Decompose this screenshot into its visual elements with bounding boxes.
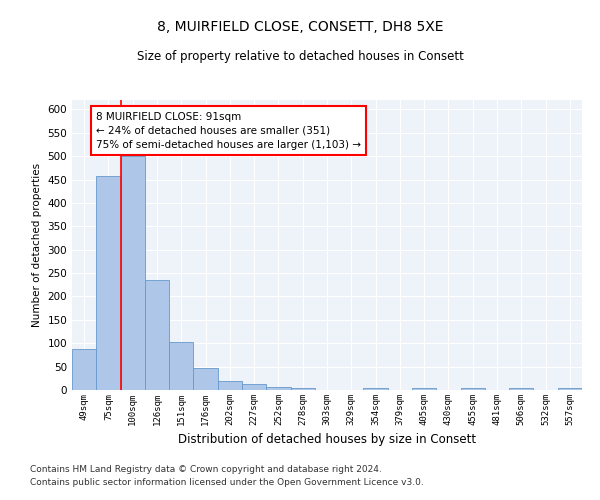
- Text: Contains HM Land Registry data © Crown copyright and database right 2024.: Contains HM Land Registry data © Crown c…: [30, 466, 382, 474]
- Bar: [72, 349, 96, 390]
- Bar: [412, 388, 436, 390]
- Bar: [242, 384, 266, 390]
- Bar: [218, 381, 242, 390]
- Bar: [169, 342, 193, 390]
- Bar: [266, 386, 290, 390]
- Y-axis label: Number of detached properties: Number of detached properties: [32, 163, 42, 327]
- Bar: [193, 368, 218, 390]
- Bar: [461, 388, 485, 390]
- Bar: [121, 156, 145, 390]
- Bar: [509, 388, 533, 390]
- Bar: [364, 388, 388, 390]
- Bar: [96, 176, 121, 390]
- Bar: [558, 388, 582, 390]
- Bar: [290, 388, 315, 390]
- Text: Size of property relative to detached houses in Consett: Size of property relative to detached ho…: [137, 50, 463, 63]
- X-axis label: Distribution of detached houses by size in Consett: Distribution of detached houses by size …: [178, 434, 476, 446]
- Bar: [145, 280, 169, 390]
- Text: 8, MUIRFIELD CLOSE, CONSETT, DH8 5XE: 8, MUIRFIELD CLOSE, CONSETT, DH8 5XE: [157, 20, 443, 34]
- Text: Contains public sector information licensed under the Open Government Licence v3: Contains public sector information licen…: [30, 478, 424, 487]
- Text: 8 MUIRFIELD CLOSE: 91sqm
← 24% of detached houses are smaller (351)
75% of semi-: 8 MUIRFIELD CLOSE: 91sqm ← 24% of detach…: [96, 112, 361, 150]
